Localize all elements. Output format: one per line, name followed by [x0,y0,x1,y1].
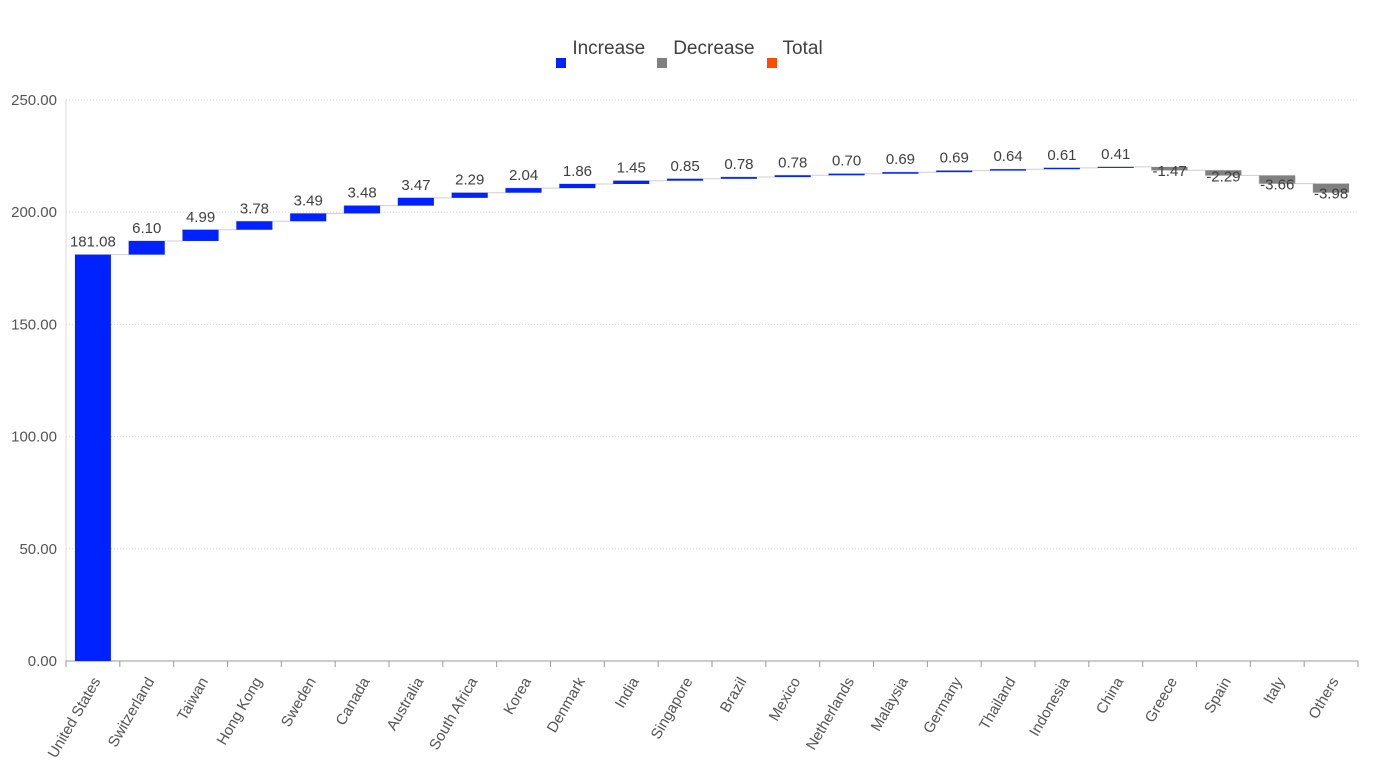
legend-item-decrease[interactable]: Decrease [657,36,755,68]
bar-22 [1205,170,1242,176]
legend-label-increase: Increase [572,38,646,59]
bar-7 [397,197,434,206]
x-tick-label: Spain [1201,675,1235,717]
bar-23 [1259,175,1296,184]
x-tick-label: Thailand [976,674,1019,732]
bar-5 [290,213,327,222]
data-label-4: 3.78 [240,200,269,217]
bar-16 [882,172,919,174]
x-tick-label: Indonesia [1026,674,1074,739]
data-label-16: 0.69 [886,151,915,168]
x-tick-label: Canada [333,674,374,729]
data-label-7: 3.47 [401,177,430,194]
bar-12 [667,178,704,181]
bar-20 [1097,166,1134,168]
data-label-15: 0.70 [832,153,861,170]
data-label-24: -3.98 [1314,185,1348,202]
bar-9 [505,188,542,193]
data-label-19: 0.61 [1047,147,1076,164]
x-tick-label: Australia [383,674,427,734]
data-label-18: 0.64 [993,148,1022,165]
y-tick-label: 100.00 [11,429,57,446]
data-label-10: 1.86 [563,163,592,180]
bar-11 [613,180,650,184]
x-tick-label: Netherlands [803,675,858,754]
legend-label-total: Total [782,38,823,59]
chart-legend: Increase Decrease Total [0,36,1379,68]
data-label-8: 2.29 [455,172,484,189]
x-tick-label: Hong Kong [214,675,266,749]
legend-swatch-total [766,58,777,68]
x-tick-label: Mexico [766,675,804,725]
data-label-17: 0.69 [940,150,969,167]
bar-2 [128,240,165,255]
x-tick-label: Germany [920,674,966,736]
data-label-1: 181.08 [70,234,116,251]
bar-15 [828,173,865,176]
data-label-11: 1.45 [617,160,646,177]
x-tick-label: Brazil [717,675,750,716]
y-tick-label: 150.00 [11,316,57,333]
bar-24 [1313,183,1350,193]
bar-18 [990,169,1027,171]
bar-19 [1043,167,1080,170]
data-label-5: 3.49 [294,192,323,209]
x-tick-label: Switzerland [105,675,158,751]
bar-13 [720,177,757,179]
x-tick-label: India [612,674,643,711]
x-tick-label: Korea [500,674,535,718]
legend-item-increase[interactable]: Increase [556,36,645,68]
data-label-3: 4.99 [186,209,215,226]
bar-1 [74,254,111,661]
x-tick-label: Others [1305,675,1342,722]
data-label-9: 2.04 [509,167,538,184]
data-label-2: 6.10 [132,220,161,237]
bar-21 [1151,166,1188,171]
x-tick-label: Singapore [648,675,697,743]
bar-3 [182,229,219,241]
data-label-6: 3.48 [347,185,376,202]
bar-4 [236,221,273,230]
x-tick-label: United States [45,675,105,761]
legend-item-total[interactable]: Total [766,36,823,68]
bar-8 [451,192,488,198]
data-label-22: -2.29 [1206,168,1240,185]
x-tick-label: Italy [1260,674,1289,707]
bar-17 [936,170,973,173]
bar-10 [559,183,596,189]
data-label-21: -1.47 [1152,163,1186,180]
x-tick-label: Malaysia [868,674,913,734]
legend-label-decrease: Decrease [673,38,755,59]
data-label-23: -3.66 [1260,177,1294,194]
legend-swatch-decrease [657,58,668,68]
x-tick-label: Sweden [278,675,320,730]
data-label-14: 0.78 [778,154,807,171]
data-label-20: 0.41 [1101,146,1130,163]
x-tick-label: Taiwan [174,675,212,724]
x-tick-label: China [1093,674,1128,717]
legend-swatch-increase [556,58,567,68]
x-tick-label: Denmark [544,674,589,736]
y-tick-label: 50.00 [19,541,57,558]
y-tick-label: 0.00 [28,653,57,670]
data-label-13: 0.78 [724,156,753,173]
x-tick-label: Greece [1142,675,1181,726]
data-label-12: 0.85 [670,158,699,175]
y-tick-label: 200.00 [11,204,57,221]
y-tick-label: 250.00 [11,92,57,109]
bar-14 [774,175,811,178]
bar-6 [344,205,381,214]
x-tick-label: South Africa [426,674,481,753]
